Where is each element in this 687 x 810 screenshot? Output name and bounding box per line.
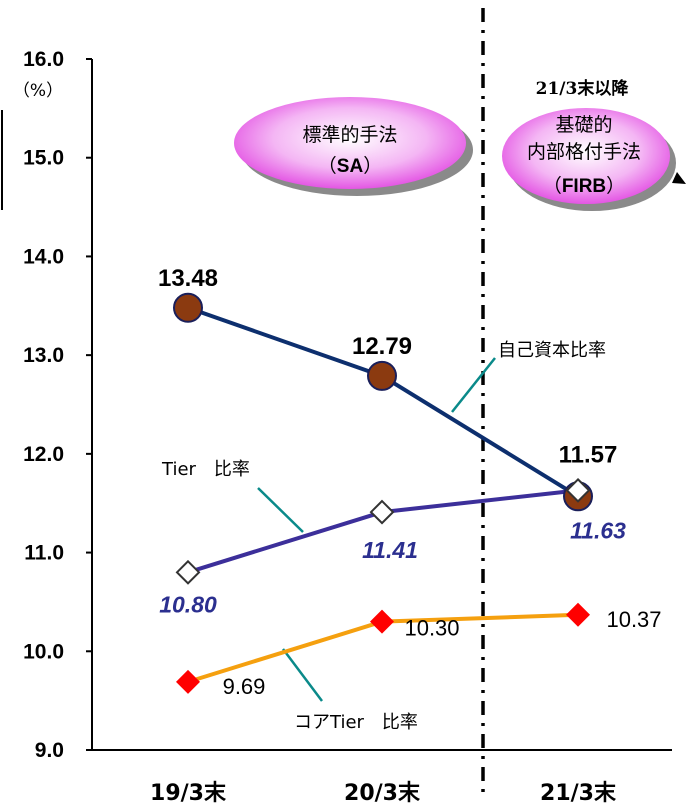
marker-tier-ratio <box>175 559 201 585</box>
leader-tier-ratio <box>257 487 304 533</box>
y-tick-label: 12.0 <box>23 443 64 466</box>
data-label-tier-ratio: 11.41 <box>362 537 418 563</box>
bubble-sa-body <box>234 97 466 189</box>
series-layer <box>173 292 593 694</box>
bubble-firb-body <box>502 108 670 204</box>
y-tick-label: 16.0 <box>23 48 64 71</box>
y-tick-label: 14.0 <box>23 245 64 268</box>
series-name-capital-ratio: 自己資本比率 <box>498 340 606 361</box>
pointer-arrow-icon <box>672 172 686 184</box>
y-tick-label: 10.0 <box>23 640 64 663</box>
marker-core-tier-ratio <box>176 669 200 694</box>
bubble-sa-line1: 標準的手法 <box>302 124 397 146</box>
marker-tier-ratio <box>369 499 395 525</box>
x-tick-label: 21/3末 <box>540 781 617 806</box>
marker-capital-ratio <box>367 360 397 391</box>
y-tick-label: 15.0 <box>23 147 64 170</box>
y-tick-label: 9.0 <box>35 739 64 762</box>
y-tick-label: 13.0 <box>23 344 64 367</box>
leader-capital-ratio <box>451 357 496 413</box>
marker-capital-ratio <box>173 292 203 323</box>
x-tick-label: 20/3末 <box>344 781 421 806</box>
series-name-core-tier-ratio: コアTier 比率 <box>294 712 418 733</box>
y-axis-ticks: 9.0 10.0 11.0 12.0 13.0 14.0 15.0 16.0 <box>23 48 92 762</box>
bubble-firb-line2: 内部格付手法 <box>527 141 641 163</box>
marker-tier-ratio <box>565 477 591 503</box>
bubble-firb-line3: （FIRB） <box>543 175 625 197</box>
series-name-tier-ratio: Tier 比率 <box>161 459 250 480</box>
bubble-firb-line1: 基礎的 <box>555 114 612 136</box>
leader-core-tier-ratio <box>282 648 323 702</box>
x-tick-label: 19/3末 <box>150 781 227 806</box>
data-label-capital-ratio: 13.48 <box>158 265 218 292</box>
bubble-sa-line2: （SA） <box>318 155 382 177</box>
x-axis-ticks: 19/3末 20/3末 21/3末 <box>150 781 617 806</box>
labels-layer: 13.48 12.79 11.57 10.80 11.41 11.63 9.69 10.30 1… <box>158 265 662 699</box>
data-label-tier-ratio: 10.80 <box>159 591 217 617</box>
data-label-capital-ratio: 12.79 <box>352 333 412 360</box>
data-label-core-tier-ratio: 10.37 <box>606 607 661 632</box>
marker-core-tier-ratio <box>566 602 590 627</box>
bubble-firb: 21/3末以降 基礎的 内部格付手法 （FIRB） <box>502 78 686 211</box>
y-tick-label: 11.0 <box>24 542 64 565</box>
data-label-core-tier-ratio: 10.30 <box>404 616 459 641</box>
data-label-core-tier-ratio: 9.69 <box>223 674 266 699</box>
y-axis-unit: （%） <box>13 81 63 101</box>
note-21-3-onward: 21/3末以降 <box>536 78 630 99</box>
data-label-tier-ratio: 11.63 <box>570 517 626 543</box>
marker-core-tier-ratio <box>370 609 394 634</box>
bubble-sa: 標準的手法 （SA） <box>234 97 473 196</box>
data-label-capital-ratio: 11.57 <box>559 441 618 468</box>
